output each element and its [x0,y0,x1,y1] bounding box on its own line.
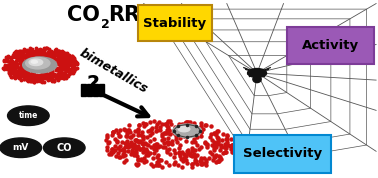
Ellipse shape [253,76,261,83]
Text: Selectivity: Selectivity [243,147,322,161]
Circle shape [173,124,201,138]
Circle shape [248,69,266,77]
Circle shape [0,138,42,158]
Circle shape [29,59,43,66]
Bar [87,84,92,96]
Text: bimetallics: bimetallics [77,46,150,96]
Circle shape [43,138,85,158]
Text: Stability: Stability [143,17,206,30]
Circle shape [8,106,49,125]
Text: time: time [19,111,38,120]
Text: ?: ? [86,75,99,95]
Circle shape [23,57,57,73]
FancyBboxPatch shape [287,27,374,64]
FancyBboxPatch shape [138,5,212,41]
Bar [81,84,86,96]
Text: Activity: Activity [302,39,359,52]
Text: 2: 2 [101,18,110,31]
Text: RR: RR [108,5,140,25]
Text: mV: mV [12,143,29,152]
Circle shape [31,60,37,63]
Text: CO: CO [67,5,100,25]
Circle shape [26,57,50,69]
Circle shape [178,126,190,132]
Bar [93,84,98,96]
Bar [99,84,104,96]
Text: CO: CO [56,143,72,153]
FancyBboxPatch shape [234,135,331,173]
